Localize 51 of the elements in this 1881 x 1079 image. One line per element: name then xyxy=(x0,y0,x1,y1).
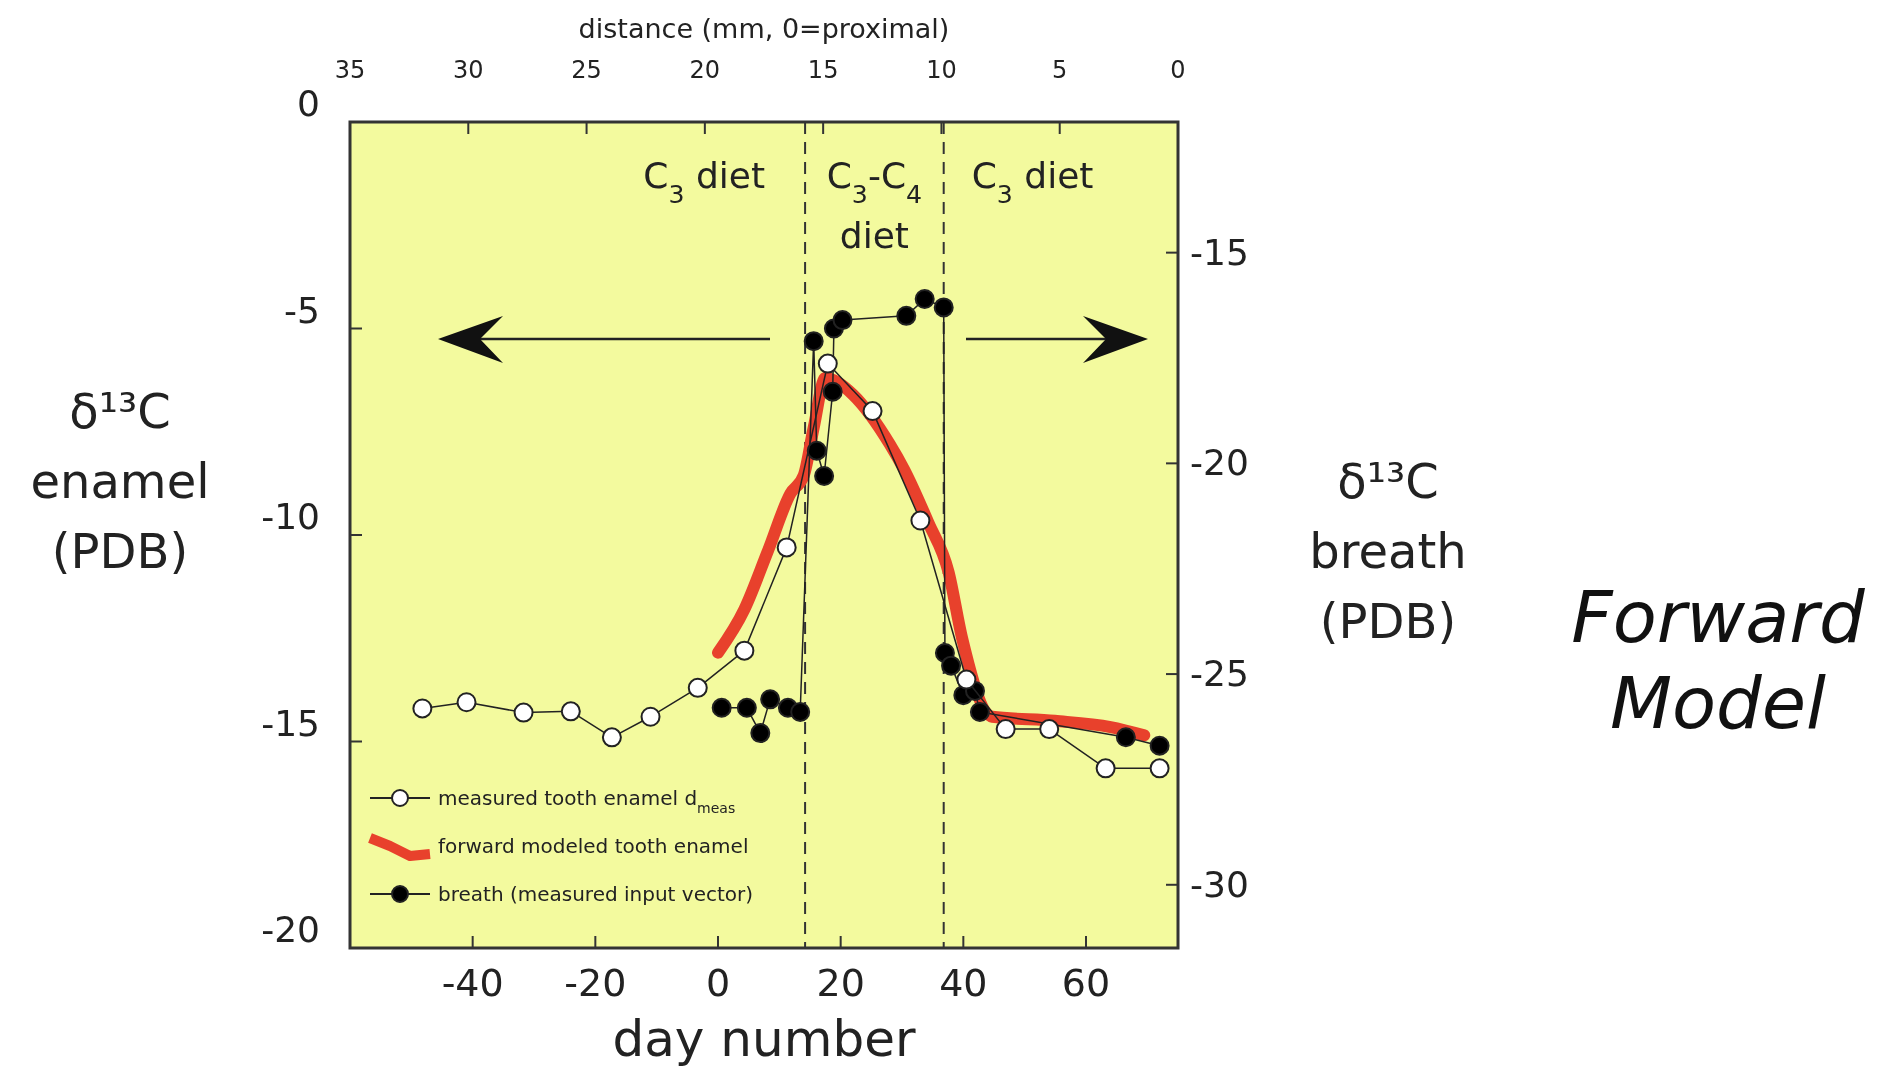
point xyxy=(711,697,732,718)
y-tick-label: -20 xyxy=(261,909,320,950)
y2-tick-label: -20 xyxy=(1190,442,1249,484)
x2-tick-label: 25 xyxy=(571,56,602,84)
point xyxy=(803,331,824,352)
x2-tick-label: 35 xyxy=(334,56,366,84)
x-tick-label: 40 xyxy=(939,961,988,1005)
y2-tick-label: -30 xyxy=(1190,863,1249,905)
x2-tick-label: 0 xyxy=(1170,56,1186,84)
point xyxy=(832,310,853,331)
y2-tick-label: -25 xyxy=(1190,653,1249,695)
x-tick-label: -20 xyxy=(564,961,627,1005)
x-tick-label: -40 xyxy=(441,961,504,1005)
x2-axis-title: distance (mm, 0=proximal) xyxy=(578,13,950,44)
x2-tick-label: 10 xyxy=(926,56,957,84)
point xyxy=(1149,735,1170,756)
legend-label: breath (measured input vector) xyxy=(438,882,754,906)
y-tick-label: 0 xyxy=(297,83,320,124)
point xyxy=(941,655,962,676)
y-tick-label: -10 xyxy=(261,496,320,537)
point xyxy=(896,305,917,326)
y2-tick-label: -15 xyxy=(1190,231,1249,273)
x-tick-label: 60 xyxy=(1061,961,1111,1005)
x-tick-label: 20 xyxy=(816,961,865,1005)
x-axis-title: day number xyxy=(612,1010,916,1068)
annotation: C$_{3}$ diet xyxy=(971,155,1094,209)
legend-label: measured tooth enamel d$_{meas}$ xyxy=(438,786,736,816)
annotation: C$_{3}$ diet xyxy=(643,155,766,209)
annotation: C$_{3}$-C$_{4}$ diet xyxy=(826,155,923,256)
point xyxy=(914,289,935,309)
legend-label: forward modeled tooth enamel xyxy=(438,834,749,858)
y-axis-title: δ¹³C enamel (PDB) xyxy=(30,383,210,579)
x-tick-label: 0 xyxy=(705,961,731,1005)
x2-tick-label: 30 xyxy=(453,56,484,84)
text: Forward Model xyxy=(1571,575,1866,745)
y2-axis-title: δ¹³C breath (PDB) xyxy=(1309,453,1467,649)
point xyxy=(806,440,827,461)
point xyxy=(814,466,835,486)
point xyxy=(760,689,781,710)
point xyxy=(933,297,954,318)
point xyxy=(1115,727,1136,748)
point xyxy=(736,697,757,718)
y-tick-label: -15 xyxy=(261,702,320,744)
y-tick-label: -5 xyxy=(284,289,320,331)
point xyxy=(969,702,990,722)
point xyxy=(822,381,843,402)
point xyxy=(750,723,771,744)
x2-tick-label: 20 xyxy=(689,56,721,84)
x2-tick-label: 15 xyxy=(807,56,839,84)
point xyxy=(790,702,811,722)
x2-tick-label: 5 xyxy=(1052,56,1068,84)
